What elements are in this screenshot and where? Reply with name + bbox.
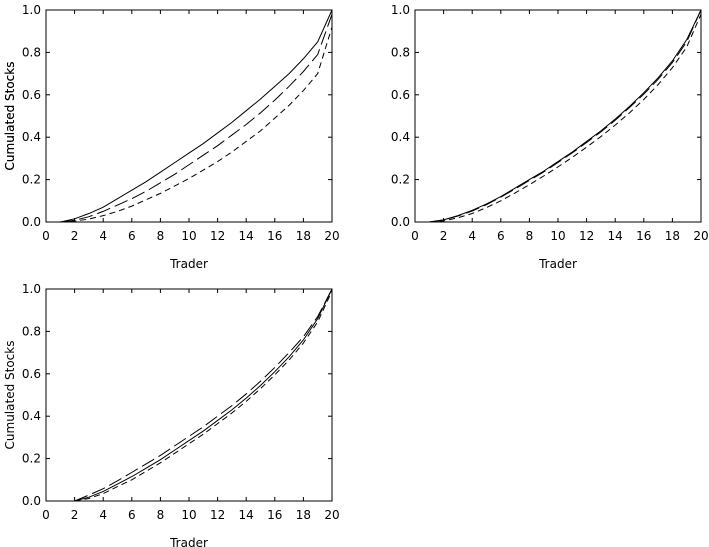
x-tick-label: 18	[665, 229, 680, 243]
x-tick-label: 6	[128, 508, 136, 522]
series-line-long-dash	[429, 9, 702, 223]
x-tick-label: 20	[693, 229, 708, 243]
x-tick-label: 16	[636, 229, 651, 243]
y-tick-label: 1.0	[22, 282, 41, 296]
plot-frame	[45, 9, 333, 223]
x-tick-label: 16	[267, 229, 282, 243]
x-tick-label: 16	[267, 508, 282, 522]
x-tick-label: 0	[42, 508, 50, 522]
x-tick-label: 4	[468, 229, 476, 243]
y-tick-label: 0.8	[22, 324, 41, 338]
x-tick-label: 6	[497, 229, 505, 243]
y-tick-label: 0.2	[22, 173, 41, 187]
series-line-short-dash	[429, 14, 702, 223]
y-tick-label: 0.6	[22, 88, 41, 102]
x-tick-label: 10	[550, 229, 565, 243]
chart-panel-1: 0 2 4 6 8 10 12 14 16 18 20 0.0 0.2 0.4 0.6 0.8 1.0 Trade…	[3, 3, 340, 271]
series-line-solid	[429, 9, 702, 223]
x-tick-label: 2	[440, 229, 448, 243]
x-axis-label: Trader	[169, 257, 208, 271]
x-tick-label: 12	[579, 229, 594, 243]
x-tick-label: 14	[239, 508, 254, 522]
y-tick-label: 0.2	[391, 173, 410, 187]
y-tick-label: 0.4	[22, 409, 41, 423]
y-tick-label: 0.8	[391, 45, 410, 59]
x-tick-label: 0	[411, 229, 419, 243]
x-tick-label: 14	[239, 229, 254, 243]
x-tick-label: 2	[71, 229, 79, 243]
x-tick-label: 4	[99, 229, 107, 243]
y-tick-label: 0.0	[391, 215, 410, 229]
x-tick-label: 10	[181, 508, 196, 522]
series-line-short-dash	[60, 26, 333, 223]
y-tick-label: 0.6	[22, 367, 41, 381]
series-line-solid	[60, 9, 333, 223]
series-line-long-dash	[60, 14, 333, 223]
plot-frame	[414, 9, 702, 223]
y-tick-label: 0.2	[22, 452, 41, 466]
x-tick-label: 18	[296, 508, 311, 522]
y-axis-label: Cumulated Stocks	[3, 62, 17, 171]
x-tick-label: 18	[296, 229, 311, 243]
series-line-short-dash	[74, 290, 333, 502]
x-tick-label: 10	[181, 229, 196, 243]
x-tick-label: 8	[157, 229, 165, 243]
x-tick-label: 20	[324, 229, 339, 243]
x-tick-label: 20	[324, 508, 339, 522]
y-tick-label: 1.0	[22, 3, 41, 17]
y-axis-label: Cumulated Stocks	[3, 341, 17, 450]
x-tick-label: 4	[99, 508, 107, 522]
x-tick-label: 0	[42, 229, 50, 243]
y-tick-label: 0.0	[22, 215, 41, 229]
y-tick-label: 1.0	[391, 3, 410, 17]
y-tick-label: 0.6	[391, 88, 410, 102]
x-axis-label: Trader	[169, 536, 208, 547]
y-tick-label: 0.4	[391, 130, 410, 144]
series-line-solid	[74, 288, 333, 502]
x-tick-label: 2	[71, 508, 79, 522]
x-tick-label: 6	[128, 229, 136, 243]
chart-panel-2: 0 2 4 6 8 10 12 14 16 18 200.00.20.40.60.81.0Trade…	[3, 3, 709, 271]
x-tick-label: 8	[526, 229, 534, 243]
series-line-long-dash	[74, 288, 333, 502]
y-tick-label: 0.0	[22, 494, 41, 508]
x-axis-label: Trader	[538, 257, 577, 271]
x-tick-label: 8	[157, 508, 165, 522]
x-tick-label: 12	[210, 229, 225, 243]
y-tick-label: 0.8	[22, 45, 41, 59]
x-tick-label: 12	[210, 508, 225, 522]
plot-frame	[45, 288, 333, 502]
chart-panel-3: 0 2 4 6 8 10 12 14 16 18 20 0.0 0.2 0.4 0.6 0.8 1.0 Trade…	[3, 282, 340, 547]
y-tick-label: 0.4	[22, 130, 41, 144]
x-tick-label: 14	[608, 229, 623, 243]
y-axis-label: Cumulated Stocks	[3, 62, 17, 171]
